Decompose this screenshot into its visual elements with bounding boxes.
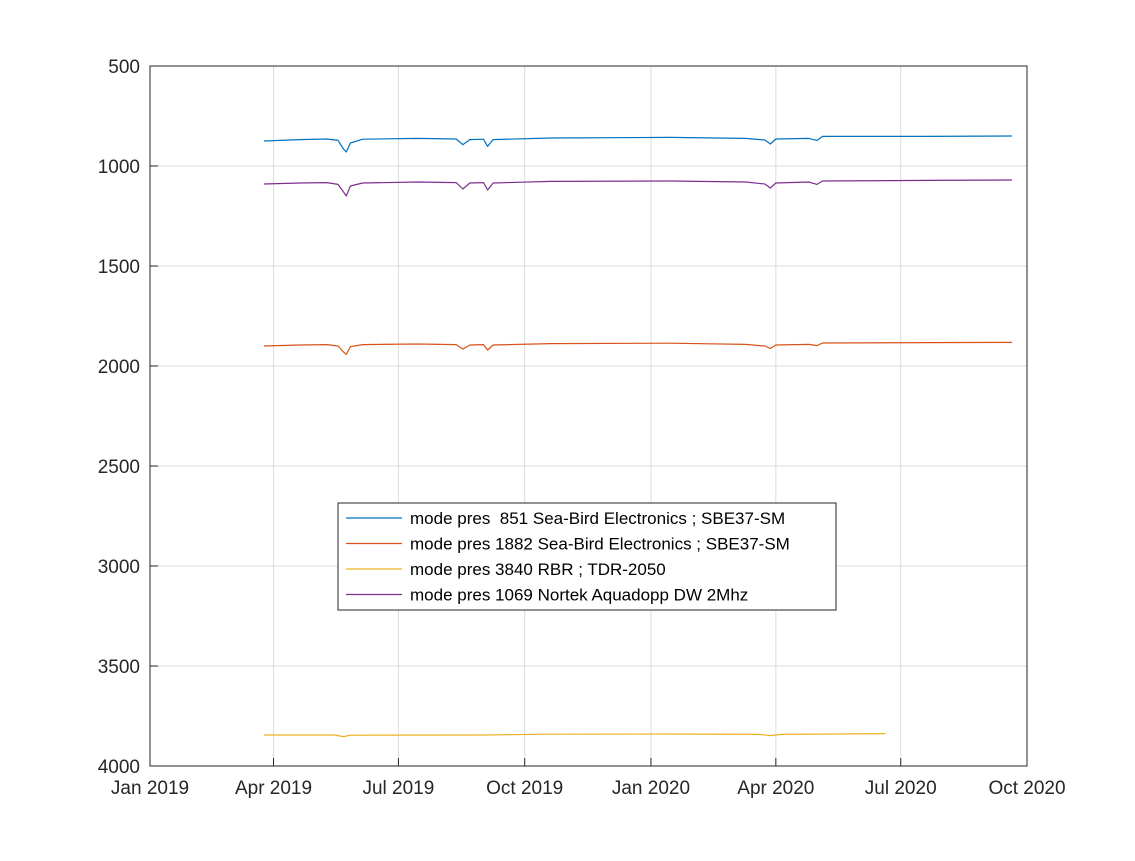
plot-area <box>150 66 1027 766</box>
y-tick-label: 3000 <box>98 557 140 578</box>
legend-entry-0[interactable]: mode pres 851 Sea-Bird Electronics ; SBE… <box>410 509 785 528</box>
x-tick-label: Jul 2020 <box>865 778 937 799</box>
x-tick-label: Jan 2019 <box>111 778 189 799</box>
axes-box <box>149 65 1028 767</box>
y-tick-label: 3500 <box>98 657 140 678</box>
axis-ticks: Jan 2019 Apr 2019 Jul 2019 Oct 2019 Jan 2020… <box>98 57 1066 799</box>
legend[interactable]: mode pres 851 Sea-Bird Electronics ; SBE… <box>337 502 837 611</box>
x-tick-label: Oct 2019 <box>486 778 563 799</box>
series-line-2 <box>263 732 886 738</box>
x-tick-label: Apr 2019 <box>235 778 312 799</box>
x-tick-label: Apr 2020 <box>737 778 814 799</box>
y-tick-label: 500 <box>108 57 140 78</box>
series-line-0 <box>263 135 1012 153</box>
y-tick-label: 4000 <box>98 757 140 778</box>
x-tick-label: Jul 2019 <box>362 778 434 799</box>
y-tick-label: 1000 <box>98 157 140 178</box>
series-line-1 <box>263 341 1012 355</box>
legend-entry-1[interactable]: mode pres 1882 Sea-Bird Electronics ; SB… <box>410 535 790 554</box>
legend-entry-3[interactable]: mode pres 1069 Nortek Aquadopp DW 2Mhz <box>410 586 748 605</box>
y-tick-label: 1500 <box>98 257 140 278</box>
y-tick-label: 2000 <box>98 357 140 378</box>
series-line-3 <box>263 179 1012 197</box>
x-tick-label: Oct 2020 <box>988 778 1065 799</box>
data-series <box>263 135 1012 738</box>
y-tick-label: 2500 <box>98 457 140 478</box>
legend-box <box>337 502 837 611</box>
legend-entry-2[interactable]: mode pres 3840 RBR ; TDR-2050 <box>410 560 666 579</box>
x-tick-label: Jan 2020 <box>612 778 690 799</box>
